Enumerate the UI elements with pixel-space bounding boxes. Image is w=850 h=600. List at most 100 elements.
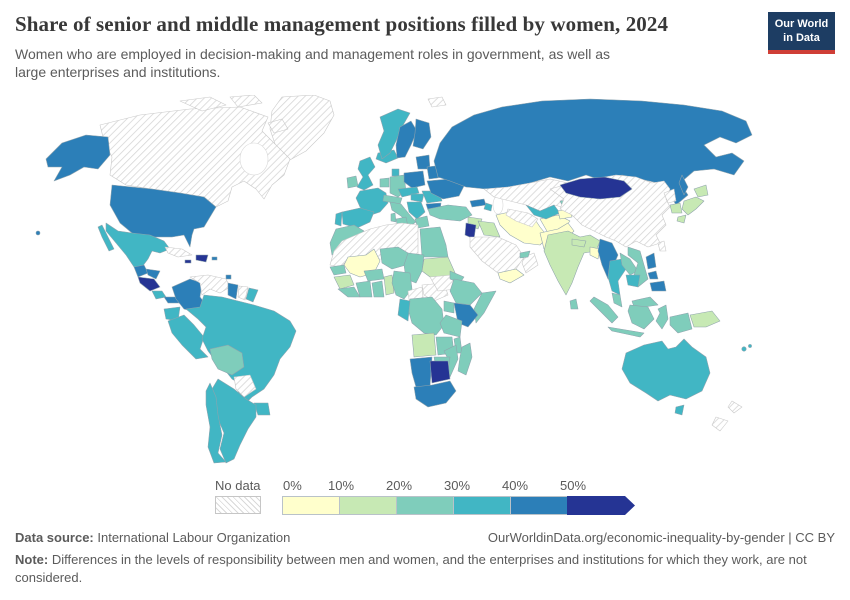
- legend-bin-40-50%[interactable]: [510, 496, 568, 515]
- country-madagascar[interactable]: [457, 342, 473, 376]
- country-uk[interactable]: [356, 156, 376, 191]
- country-poland[interactable]: [403, 170, 426, 189]
- country-togo-benin[interactable]: [383, 274, 395, 296]
- country-ethiopia[interactable]: [449, 278, 483, 306]
- country-trinidad[interactable]: [225, 274, 232, 280]
- legend-bin-0-10%[interactable]: [282, 496, 340, 515]
- country-jamaica[interactable]: [184, 259, 192, 264]
- country-venezuela[interactable]: [189, 274, 231, 296]
- country-finland[interactable]: [412, 118, 432, 150]
- legend-bin-50%+[interactable]: [567, 496, 635, 515]
- country-botswana[interactable]: [429, 360, 451, 384]
- country-australia[interactable]: [621, 338, 711, 402]
- country-dominican-republic[interactable]: [195, 254, 209, 263]
- legend-bin-20-30%[interactable]: [396, 496, 454, 515]
- country-fiji[interactable]: [741, 346, 747, 352]
- country-laos[interactable]: [619, 252, 639, 276]
- country-iraq[interactable]: [477, 220, 501, 238]
- country-japan[interactable]: [676, 184, 709, 224]
- country-senegal[interactable]: [329, 264, 347, 276]
- country-russia-sakhalin[interactable]: [678, 174, 689, 196]
- country-guinea[interactable]: [333, 274, 355, 290]
- country-niger[interactable]: [379, 246, 409, 270]
- country-puerto-rico[interactable]: [211, 256, 218, 261]
- country-guyana[interactable]: [227, 282, 239, 300]
- country-tanzania[interactable]: [439, 314, 463, 338]
- country-nigeria[interactable]: [391, 270, 413, 300]
- country-south-africa[interactable]: [413, 380, 457, 408]
- country-guatemala[interactable]: [133, 264, 149, 278]
- attribution-link[interactable]: OurWorldinData.org/economic-inequality-b…: [487, 530, 835, 545]
- country-ireland[interactable]: [346, 175, 359, 189]
- country-balkans[interactable]: [406, 201, 426, 220]
- country-turkey[interactable]: [427, 204, 473, 222]
- country-canada-islands[interactable]: [179, 94, 289, 134]
- country-benelux[interactable]: [379, 177, 390, 188]
- country-mexico[interactable]: [105, 222, 171, 268]
- country-gabon-congo[interactable]: [397, 298, 411, 322]
- country-nepal[interactable]: [571, 238, 587, 248]
- country-jordan[interactable]: [464, 222, 477, 240]
- legend-no-data-swatch[interactable]: [215, 496, 261, 514]
- country-australia-tasmania[interactable]: [674, 404, 685, 416]
- country-suriname[interactable]: [237, 285, 249, 301]
- country-philippines[interactable]: [645, 252, 667, 292]
- country-azerbaijan[interactable]: [483, 202, 493, 212]
- country-mexico-baja[interactable]: [97, 224, 115, 252]
- country-nicaragua[interactable]: [137, 276, 161, 292]
- country-bolivia[interactable]: [209, 344, 245, 376]
- country-french-guiana[interactable]: [245, 287, 259, 303]
- country-usa-alaska[interactable]: [45, 134, 111, 182]
- country-chile[interactable]: [205, 382, 227, 464]
- country-burkina-faso[interactable]: [363, 268, 385, 282]
- country-spain[interactable]: [341, 207, 375, 229]
- country-cambodia[interactable]: [625, 274, 641, 288]
- country-usa[interactable]: [109, 184, 217, 248]
- country-yemen[interactable]: [497, 268, 525, 284]
- country-usa-hawaii[interactable]: [35, 230, 41, 236]
- country-honduras[interactable]: [145, 268, 161, 280]
- country-drc[interactable]: [407, 296, 445, 336]
- country-turkmenistan[interactable]: [505, 208, 539, 228]
- country-malaysia[interactable]: [611, 292, 659, 308]
- country-new-zealand[interactable]: [711, 400, 743, 432]
- country-ghana[interactable]: [371, 280, 385, 298]
- country-czechia-slovakia[interactable]: [397, 186, 420, 198]
- country-canada[interactable]: [99, 106, 291, 208]
- country-south-korea[interactable]: [669, 202, 683, 214]
- country-ivory-coast[interactable]: [355, 280, 373, 298]
- country-indonesia[interactable]: [589, 296, 693, 338]
- country-costa-rica[interactable]: [151, 290, 167, 300]
- country-bangladesh[interactable]: [589, 246, 601, 260]
- country-svalbard[interactable]: [427, 96, 447, 108]
- country-hungary[interactable]: [410, 193, 425, 203]
- country-egypt[interactable]: [419, 226, 449, 258]
- country-uae[interactable]: [519, 250, 531, 259]
- country-denmark[interactable]: [391, 168, 400, 177]
- country-north-korea[interactable]: [663, 188, 677, 204]
- country-peru[interactable]: [167, 314, 209, 360]
- country-georgia[interactable]: [469, 198, 487, 208]
- country-papua-new-guinea[interactable]: [689, 310, 721, 328]
- legend-bin-10-20%[interactable]: [339, 496, 397, 515]
- country-angola[interactable]: [411, 332, 437, 358]
- country-paraguay[interactable]: [233, 374, 257, 398]
- legend-bin-30-40%[interactable]: [453, 496, 511, 515]
- country-portugal[interactable]: [334, 211, 343, 227]
- country-russia[interactable]: [433, 98, 753, 206]
- country-sri-lanka[interactable]: [569, 298, 579, 310]
- country-norway[interactable]: [377, 108, 411, 160]
- country-uruguay[interactable]: [253, 402, 271, 416]
- country-mongolia[interactable]: [559, 176, 633, 200]
- country-sierra-leone-liberia[interactable]: [337, 286, 361, 298]
- country-namibia[interactable]: [409, 356, 433, 388]
- owid-logo[interactable]: Our World in Data: [768, 12, 835, 54]
- country-uganda[interactable]: [443, 300, 455, 314]
- country-fiji-2[interactable]: [748, 344, 752, 348]
- country-cuba[interactable]: [164, 246, 193, 258]
- country-sweden[interactable]: [395, 120, 418, 159]
- country-somalia[interactable]: [473, 290, 497, 324]
- country-saudi-arabia[interactable]: [469, 236, 525, 274]
- country-oman[interactable]: [521, 252, 539, 274]
- country-india[interactable]: [543, 230, 601, 296]
